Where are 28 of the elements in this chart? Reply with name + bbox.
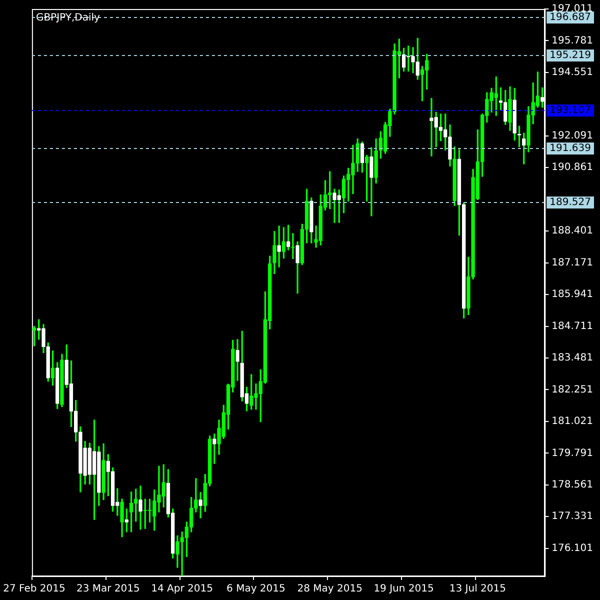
x-tick-label: 23 Mar 2015	[76, 584, 140, 595]
ref-line-label: 189.527	[550, 197, 592, 208]
y-tick-label: 184.711	[552, 320, 594, 332]
x-tick-label: 27 Feb 2015	[3, 584, 66, 595]
x-tick-label: 19 Jun 2015	[374, 584, 434, 595]
chart-title: GBPJPY,Daily	[36, 12, 100, 24]
y-tick-label: 192.091	[552, 130, 594, 142]
ref-line-label: 195.219	[550, 50, 592, 62]
ref-line-label: 193.107	[550, 105, 592, 116]
x-tick-label: 14 Apr 2015	[151, 584, 213, 595]
y-tick-label: 195.781	[552, 35, 594, 46]
y-tick-label: 190.861	[552, 162, 594, 174]
x-tick-label: 13 Jul 2015	[449, 584, 506, 595]
y-tick-label: 187.171	[552, 257, 594, 268]
ref-line-label: 191.639	[550, 143, 592, 154]
x-tick-label: 6 May 2015	[226, 584, 286, 595]
y-tick-label: 177.331	[552, 511, 594, 522]
y-tick-label: 176.101	[552, 542, 594, 554]
y-tick-label: 183.481	[552, 352, 594, 364]
ref-line-label: 196.687	[550, 12, 592, 24]
y-tick-label: 179.791	[552, 448, 594, 459]
y-tick-label: 181.021	[552, 416, 594, 428]
y-tick-label: 194.551	[552, 67, 594, 78]
x-tick-label: 28 May 2015	[297, 584, 362, 595]
y-tick-label: 178.561	[552, 480, 594, 491]
y-tick-label: 188.401	[552, 226, 594, 237]
y-tick-label: 185.941	[552, 289, 594, 300]
y-tick-label: 182.251	[552, 384, 594, 396]
